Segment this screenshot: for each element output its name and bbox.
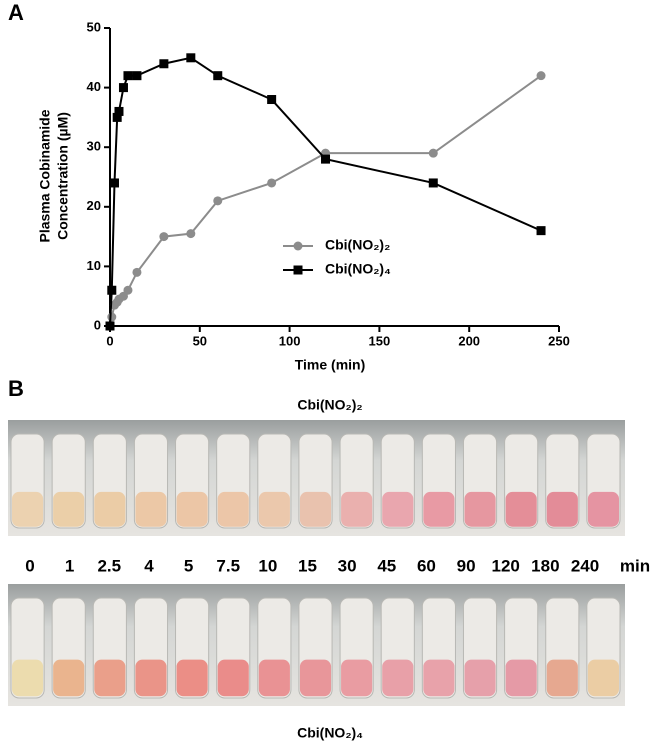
tube-liquid	[217, 659, 249, 697]
marker	[107, 312, 117, 322]
y-axis-label: Plasma Cobinamide	[37, 109, 53, 242]
legend-label: Cbi(NO₂)₄	[325, 261, 391, 277]
time-label: 60	[417, 556, 436, 575]
marker	[159, 232, 169, 242]
panel-label: B	[8, 376, 24, 401]
legend-marker	[293, 241, 303, 251]
y-tick-label: 0	[94, 317, 101, 332]
tube-liquid	[341, 659, 373, 697]
time-label: 30	[338, 556, 357, 575]
tube-liquid	[464, 491, 496, 527]
tube-liquid	[135, 659, 167, 697]
time-label: 90	[457, 556, 476, 575]
marker	[267, 178, 277, 188]
y-axis-label: Concentration (µM)	[55, 112, 71, 240]
marker	[186, 229, 196, 239]
series-line	[109, 56, 542, 327]
y-tick-label: 20	[87, 198, 101, 213]
x-tick-label: 250	[548, 333, 570, 348]
time-label: 1	[65, 556, 74, 575]
tube-liquid	[135, 491, 167, 527]
x-tick-label: 0	[106, 333, 113, 348]
tube-liquid	[587, 491, 619, 527]
time-label: 10	[258, 556, 277, 575]
tube-liquid	[176, 491, 208, 527]
tube-liquid	[546, 659, 578, 697]
marker	[428, 178, 438, 188]
marker	[213, 71, 223, 81]
marker	[105, 321, 115, 331]
x-axis-label: Time (min)	[295, 357, 366, 373]
x-tick-label: 150	[369, 333, 391, 348]
tube-liquid	[299, 491, 332, 527]
marker	[213, 196, 223, 206]
time-label: 2.5	[97, 556, 121, 575]
tube-liquid	[341, 491, 373, 527]
tube-liquid	[258, 659, 290, 697]
time-label: 4	[144, 556, 154, 575]
tube-liquid	[53, 491, 85, 527]
marker	[107, 285, 117, 295]
y-tick-label: 40	[87, 79, 101, 94]
time-label: 0	[25, 556, 34, 575]
tube-liquid	[94, 659, 126, 697]
panel-label: A	[8, 0, 24, 25]
marker	[536, 71, 546, 81]
photo-title: Cbi(NO₂)₂	[297, 397, 362, 413]
marker	[109, 178, 119, 188]
legend-label: Cbi(NO₂)₂	[325, 237, 390, 253]
y-tick-label: 50	[87, 19, 101, 34]
tube-liquid	[12, 491, 44, 527]
x-tick-label: 200	[458, 333, 480, 348]
tube-liquid	[423, 491, 455, 527]
tube-liquid	[546, 491, 578, 527]
tube-liquid	[505, 659, 537, 697]
marker	[536, 226, 546, 236]
tube-liquid	[587, 659, 619, 697]
tube-liquid	[176, 659, 208, 697]
time-label: 7.5	[216, 556, 240, 575]
x-tick-label: 50	[193, 333, 207, 348]
tube-liquid	[382, 659, 414, 697]
marker	[321, 154, 331, 164]
marker	[118, 83, 128, 93]
tube-liquid	[94, 491, 126, 527]
legend-marker	[293, 265, 303, 275]
time-label: 180	[531, 556, 559, 575]
photo-title: Cbi(NO₂)₄	[297, 725, 363, 741]
marker	[428, 148, 438, 158]
marker	[114, 106, 124, 116]
time-label: 120	[492, 556, 520, 575]
time-label: 15	[298, 556, 317, 575]
time-unit: min	[620, 556, 650, 575]
tube-liquid	[464, 659, 496, 697]
marker	[267, 95, 277, 105]
marker	[186, 53, 196, 63]
tube-liquid	[423, 659, 455, 697]
marker	[112, 112, 122, 122]
tube-liquid	[217, 491, 249, 527]
tube-liquid	[12, 659, 44, 697]
tube-liquid	[53, 659, 85, 697]
time-label: 45	[377, 556, 396, 575]
y-tick-label: 10	[87, 258, 101, 273]
marker	[123, 285, 133, 295]
time-label: 5	[184, 556, 193, 575]
marker	[132, 267, 142, 277]
tube-liquid	[299, 659, 332, 697]
tube-liquid	[505, 491, 537, 527]
x-tick-label: 100	[279, 333, 301, 348]
marker	[132, 71, 142, 81]
y-tick-label: 30	[87, 139, 101, 154]
tube-liquid	[258, 491, 290, 527]
marker	[159, 59, 169, 69]
tube-liquid	[382, 491, 414, 527]
marker	[123, 71, 133, 81]
time-label: 240	[571, 556, 599, 575]
series-line	[109, 74, 542, 327]
